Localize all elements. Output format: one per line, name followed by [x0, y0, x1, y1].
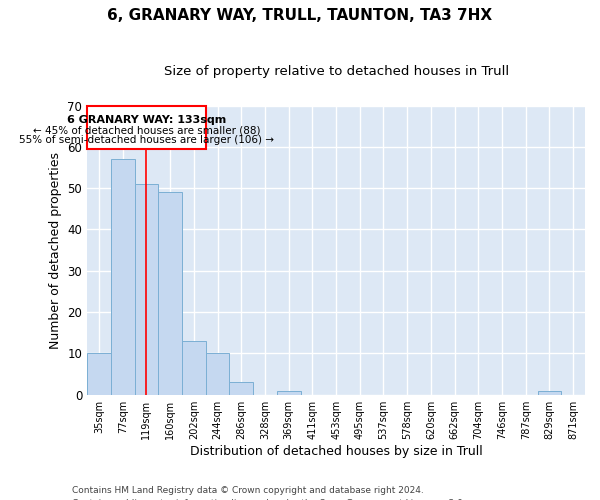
Y-axis label: Number of detached properties: Number of detached properties — [49, 152, 62, 348]
Bar — [111, 160, 134, 394]
Bar — [229, 382, 253, 394]
Text: 55% of semi-detached houses are larger (106) →: 55% of semi-detached houses are larger (… — [19, 136, 274, 145]
Text: 6 GRANARY WAY: 133sqm: 6 GRANARY WAY: 133sqm — [67, 114, 226, 124]
Bar — [538, 390, 561, 394]
Bar — [158, 192, 182, 394]
Bar — [87, 354, 111, 395]
X-axis label: Distribution of detached houses by size in Trull: Distribution of detached houses by size … — [190, 444, 482, 458]
Text: ← 45% of detached houses are smaller (88): ← 45% of detached houses are smaller (88… — [32, 126, 260, 136]
Text: Contains HM Land Registry data © Crown copyright and database right 2024.: Contains HM Land Registry data © Crown c… — [72, 486, 424, 495]
Title: Size of property relative to detached houses in Trull: Size of property relative to detached ho… — [164, 65, 509, 78]
Bar — [87, 106, 206, 149]
Bar — [277, 390, 301, 394]
Bar — [206, 354, 229, 395]
Bar — [182, 341, 206, 394]
Text: Contains public sector information licensed under the Open Government Licence v3: Contains public sector information licen… — [72, 498, 466, 500]
Text: 6, GRANARY WAY, TRULL, TAUNTON, TA3 7HX: 6, GRANARY WAY, TRULL, TAUNTON, TA3 7HX — [107, 8, 493, 22]
Bar — [134, 184, 158, 394]
